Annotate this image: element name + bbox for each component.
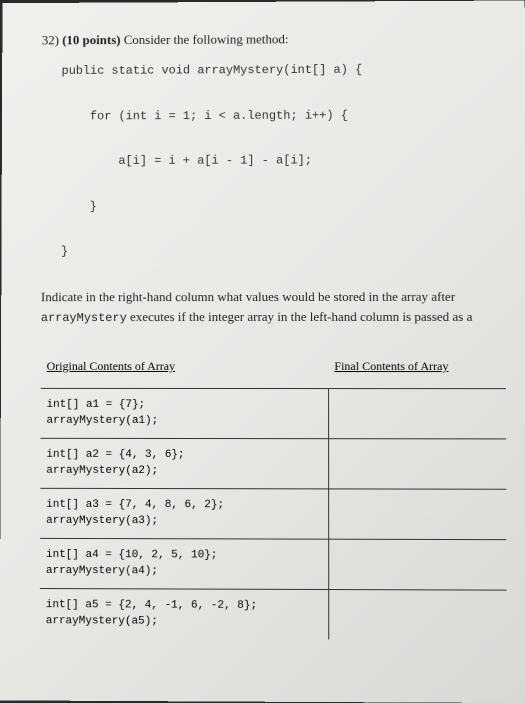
cell-left: int[] a2 = {4, 3, 6}; arrayMystery(a2); (40, 438, 328, 489)
table-row: int[] a2 = {4, 3, 6}; arrayMystery(a2); (40, 438, 506, 489)
header-left: Original Contents of Array (41, 355, 329, 389)
table-row: int[] a5 = {2, 4, -1, 6, -2, 8}; arrayMy… (40, 588, 507, 640)
table-row: int[] a4 = {10, 2, 5, 10}; arrayMystery(… (40, 538, 507, 590)
cell-right (329, 589, 507, 640)
instruction-part1: Indicate in the right-hand column what v… (41, 289, 455, 304)
cell-left: int[] a4 = {10, 2, 5, 10}; arrayMystery(… (40, 538, 329, 589)
table-row: int[] a1 = {7}; arrayMystery(a1); (40, 388, 506, 439)
cell-right (328, 388, 506, 438)
cell-right (328, 438, 506, 489)
instruction-text: Indicate in the right-hand column what v… (41, 287, 506, 327)
cell-left: int[] a5 = {2, 4, -1, 6, -2, 8}; arrayMy… (40, 588, 329, 639)
code-block: public static void arrayMystery(int[] a)… (61, 58, 506, 263)
cell-right (328, 539, 506, 590)
cell-right (328, 489, 506, 540)
header-right: Final Contents of Array (328, 355, 506, 389)
instruction-part2: executes if the integer array in the lef… (127, 309, 473, 324)
cell-left: int[] a1 = {7}; arrayMystery(a1); (40, 388, 328, 438)
page-container: 32) (10 points) Consider the following m… (0, 0, 525, 703)
question-points: (10 points) (62, 32, 120, 47)
question-prompt: Consider the following method: (124, 31, 289, 47)
question-header: 32) (10 points) Consider the following m… (42, 30, 505, 48)
table-row: int[] a3 = {7, 4, 8, 6, 2}; arrayMystery… (40, 488, 506, 539)
cell-left: int[] a3 = {7, 4, 8, 6, 2}; arrayMystery… (40, 488, 328, 539)
instruction-code: arrayMystery (41, 311, 127, 325)
answer-table: Original Contents of Array Final Content… (40, 355, 507, 640)
question-number: 32) (42, 32, 59, 47)
table-header-row: Original Contents of Array Final Content… (41, 355, 506, 389)
